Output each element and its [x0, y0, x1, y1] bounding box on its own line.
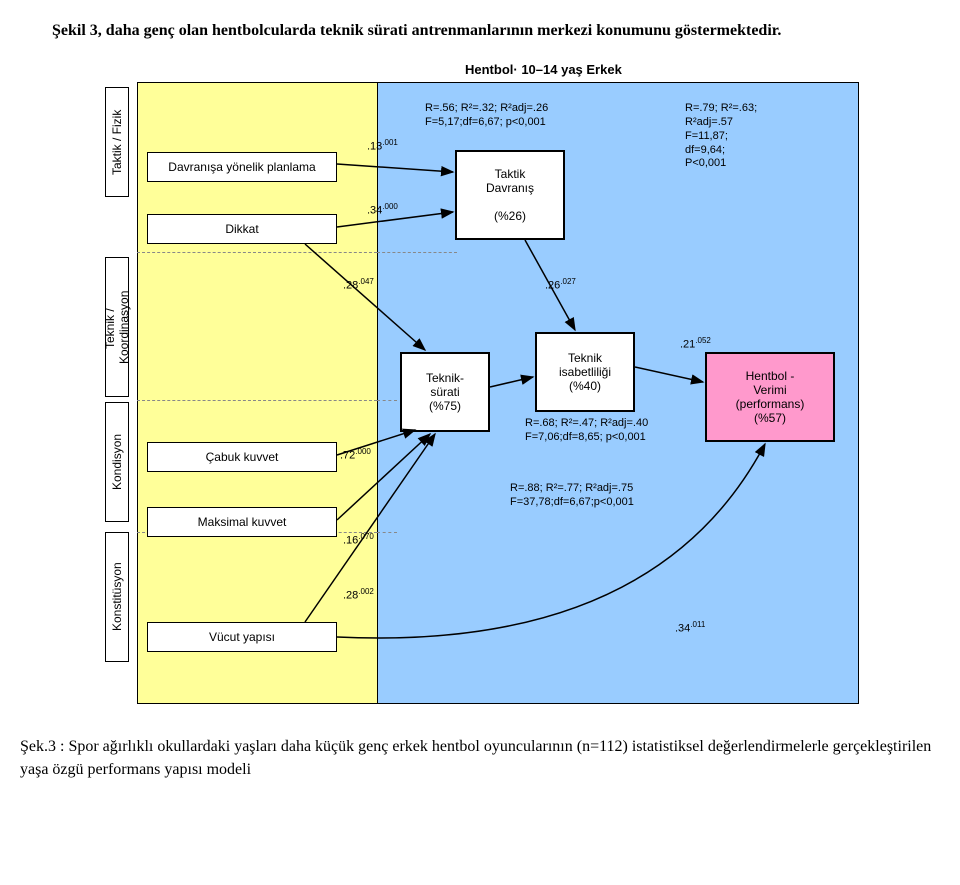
stats-3: R=.68; R²=.47; R²adj=.40 F=7,06;df=8,65;… [525, 417, 648, 445]
stats-4: R=.88; R²=.77; R²adj=.75 F=37,78;df=6,67… [510, 482, 634, 510]
dash-2 [137, 400, 377, 401]
box-maksimal-kuvvet: Maksimal kuvvet [147, 507, 337, 537]
diagram: Hentbol· 10–14 yaş Erkek Taktik / Fizik … [85, 52, 875, 722]
box-davranis-plan: Davranışa yönelik planlama [147, 152, 337, 182]
box-vucut-yapisi: Vücut yapısı [147, 622, 337, 652]
vlabel-kondisyon: Kondisyon [105, 402, 129, 522]
p-dav-taktik: .13.001 [367, 138, 398, 153]
stats-1: R=.56; R²=.32; R²adj=.26 F=5,17;df=6,67;… [425, 102, 548, 130]
box-teknik-isabet: Teknik isabetliliği (%40) [535, 332, 635, 412]
p-vucut-surati: .28.002 [343, 587, 374, 602]
p-dikkat-surati: .28.047 [343, 277, 374, 292]
p-isabet-verim: .21.052 [680, 336, 711, 351]
chart-title: Hentbol· 10–14 yaş Erkek [465, 62, 622, 77]
vlabel-teknik-koord: Teknik / Koordinasyon [105, 257, 129, 397]
caption: Şek.3 : Spor ağırlıklı okullardaki yaşla… [20, 736, 940, 781]
dash-3b [377, 532, 397, 533]
intro-text-content: Şekil 3, daha genç olan hentbolcularda t… [52, 22, 781, 39]
p-dikkat-taktik: .34.000 [367, 202, 398, 217]
dash-1b [377, 252, 457, 253]
dash-1 [137, 252, 377, 253]
vlabel-taktik-fizik: Taktik / Fizik [105, 87, 129, 197]
p-cabuk-surati: .72.000 [340, 447, 371, 462]
p-mak-surati: .16.070 [343, 532, 374, 547]
box-teknik-surati: Teknik- sürati (%75) [400, 352, 490, 432]
box-dikkat: Dikkat [147, 214, 337, 244]
stats-2: R=.79; R²=.63; R²adj=.57 F=11,87; df=9,6… [685, 102, 757, 171]
intro-text: Şekil 3, daha genç olan hentbolcularda t… [20, 20, 940, 42]
dash-2b [377, 400, 397, 401]
vlabel-konstitusyon: Konstitüsyon [105, 532, 129, 662]
p-taktik-isabet: .26.027 [545, 277, 576, 292]
box-hentbol-verimi: Hentbol - Verimi (performans) (%57) [705, 352, 835, 442]
box-taktik-davranis: Taktik Davranış (%26) [455, 150, 565, 240]
p-vucut-verim: .34.011 [675, 620, 705, 635]
box-cabuk-kuvvet: Çabuk kuvvet [147, 442, 337, 472]
